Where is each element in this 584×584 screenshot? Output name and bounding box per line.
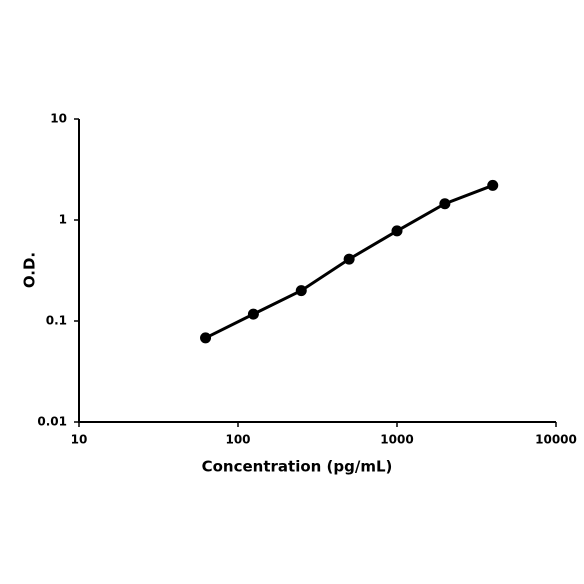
y-tick-label: 10 xyxy=(50,112,67,126)
y-tick-label: 0.1 xyxy=(46,314,67,328)
data-point xyxy=(295,285,307,297)
x-tick-label: 100 xyxy=(225,433,250,447)
data-point xyxy=(200,332,212,344)
y-tick-label: 1 xyxy=(59,213,67,227)
y-tick-label: 0.01 xyxy=(37,415,67,429)
data-point xyxy=(343,253,355,265)
data-point xyxy=(439,198,451,210)
x-tick-label: 1000 xyxy=(380,433,413,447)
x-tick-label: 10 xyxy=(71,433,88,447)
x-axis-title: Concentration (pg/mL) xyxy=(202,458,393,476)
x-tick-label: 10000 xyxy=(535,433,577,447)
data-point xyxy=(487,179,499,191)
y-axis-title: O.D. xyxy=(21,252,39,288)
data-point xyxy=(391,225,403,237)
data-point xyxy=(247,308,259,320)
